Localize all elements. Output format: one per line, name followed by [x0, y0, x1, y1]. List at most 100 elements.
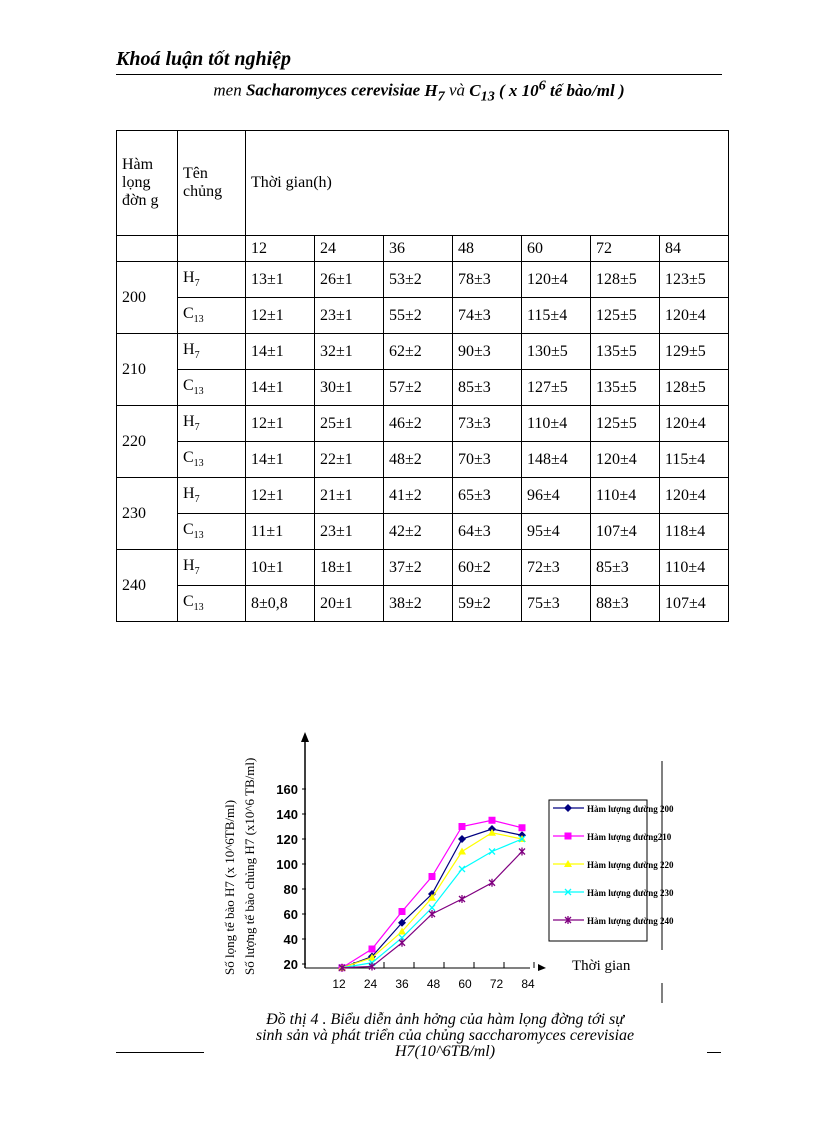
subtitle-unit-sup: 6: [538, 77, 546, 93]
subtitle-c13-sub: 13: [480, 88, 495, 105]
value-cell: 96±4: [521, 477, 591, 514]
y-tick-label: 60: [284, 907, 298, 922]
strain-name: H: [183, 485, 195, 503]
x-tick-label: 24: [364, 977, 378, 991]
value-cell: 107±4: [590, 513, 660, 550]
strain-cell: C13: [177, 441, 246, 478]
value-cell: 85±3: [452, 369, 522, 406]
value-cell: 120±4: [659, 297, 729, 334]
value-cell: 129±5: [659, 333, 729, 370]
value-cell: 65±3: [452, 477, 522, 514]
value-cell: 62±2: [383, 333, 453, 370]
value-cell: 110±4: [659, 549, 729, 586]
strain-name: H: [183, 413, 195, 431]
strain-name: H: [183, 269, 195, 287]
triangle-marker: [428, 893, 436, 901]
value-cell: 14±1: [245, 333, 315, 370]
strain-sub: 13: [193, 386, 204, 398]
y-tick-label: 80: [284, 882, 298, 897]
header-title: Khoá luận tốt nghiệp: [116, 48, 292, 70]
header-rule: [116, 74, 722, 75]
star-marker: [428, 910, 436, 918]
x-marker: [458, 865, 466, 873]
value-cell: 115±4: [659, 441, 729, 478]
empty-cell: [177, 235, 246, 262]
strain-sub: 7: [194, 350, 200, 362]
strain-sub: 7: [194, 494, 200, 506]
y-tick-label: 120: [276, 832, 298, 847]
subtitle-h7-sub: 7: [437, 88, 445, 105]
strain-name: C: [183, 449, 194, 467]
value-cell: 118±4: [659, 513, 729, 550]
x-marker: [428, 904, 436, 912]
y-axis-label-1: Số lọng tế bào H7 (x 10^6TB/ml): [222, 800, 237, 975]
sugar-level-cell: 240: [116, 549, 178, 622]
y-tick-label: 140: [276, 807, 298, 822]
strain-name: C: [183, 305, 194, 323]
value-cell: 57±2: [383, 369, 453, 406]
x-marker: [518, 835, 526, 843]
value-cell: 95±4: [521, 513, 591, 550]
legend-label: Hàm lượng đường 240: [587, 916, 674, 926]
table-row: C13 14±1 22±1 48±2 70±3 148±4 120±4 115±4: [117, 441, 729, 478]
value-cell: 128±5: [590, 261, 660, 298]
y-tick-label: 40: [284, 932, 298, 947]
x-tick-label: 12: [332, 977, 346, 991]
value-cell: 42±2: [383, 513, 453, 550]
data-table: Hàm lọng đờn g Tên chủng Thời gian(h) 12…: [116, 130, 729, 622]
value-cell: 25±1: [314, 405, 384, 442]
value-cell: 13±1: [245, 261, 315, 298]
subtitle-h7: H: [424, 80, 438, 100]
value-cell: 135±5: [590, 369, 660, 406]
x-marker: [398, 934, 406, 942]
diamond-marker: [398, 918, 406, 927]
value-cell: 130±5: [521, 333, 591, 370]
star-marker: [368, 962, 376, 971]
x-tick-label: 60: [458, 977, 472, 991]
value-cell: 120±4: [659, 477, 729, 514]
figure-caption: Đồ thị 4 . Biểu diễn ảnh hởng của hàm lọ…: [200, 1012, 690, 1060]
footer-rule-left: [116, 1052, 204, 1053]
value-cell: 123±5: [659, 261, 729, 298]
legend-box: [548, 799, 648, 942]
table-header-row: Hàm lọng đờn g Tên chủng Thời gian(h): [116, 130, 729, 236]
value-cell: 128±5: [659, 369, 729, 406]
legend-label: Hàm lượng đường 200: [587, 804, 674, 814]
value-cell: 148±4: [521, 441, 591, 478]
value-cell: 88±3: [590, 585, 660, 622]
star-marker: [518, 847, 526, 856]
strain-cell: C13: [177, 585, 246, 622]
star-marker: [398, 938, 406, 947]
value-cell: 120±4: [659, 405, 729, 442]
caption-line-2: sinh sản và phát triển của chủng sacchar…: [255, 1027, 635, 1044]
caption-line-1: Đồ thị 4 . Biểu diễn ảnh hởng của hàm lọ…: [266, 1011, 624, 1028]
subtitle-prefix: men: [213, 80, 242, 100]
legend-label: Hàm lượng đường210: [587, 832, 672, 842]
strain-sub: 13: [193, 530, 204, 542]
triangle-marker: [564, 860, 572, 867]
strain-name: H: [183, 341, 195, 359]
value-cell: 8±0,8: [245, 585, 315, 622]
strain-name: H: [183, 557, 195, 575]
y-tick-label: 100: [276, 857, 298, 872]
header-sugar-level: Hàm lọng đờn g: [116, 130, 178, 236]
strain-name: C: [183, 593, 194, 611]
value-cell: 55±2: [383, 297, 453, 334]
star-marker: [488, 878, 496, 887]
subtitle-and: và: [444, 80, 470, 100]
value-cell: 107±4: [659, 585, 729, 622]
table-row: 220 H7 12±1 25±1 46±2 73±3 110±4 125±5 120±4: [116, 405, 729, 478]
triangle-marker: [458, 847, 466, 855]
value-cell: 125±5: [590, 405, 660, 442]
value-cell: 21±1: [314, 477, 384, 514]
strain-name: C: [183, 521, 194, 539]
empty-cell: [116, 235, 178, 262]
star-marker: [338, 963, 346, 972]
diamond-marker: [564, 804, 572, 812]
star-marker: [458, 895, 466, 903]
value-cell: 85±3: [590, 549, 660, 586]
value-cell: 90±3: [452, 333, 522, 370]
y-axis-label-2: Số lượng tế bào chủng H7 (x10^6 TB/ml): [242, 758, 257, 975]
value-cell: 125±5: [590, 297, 660, 334]
